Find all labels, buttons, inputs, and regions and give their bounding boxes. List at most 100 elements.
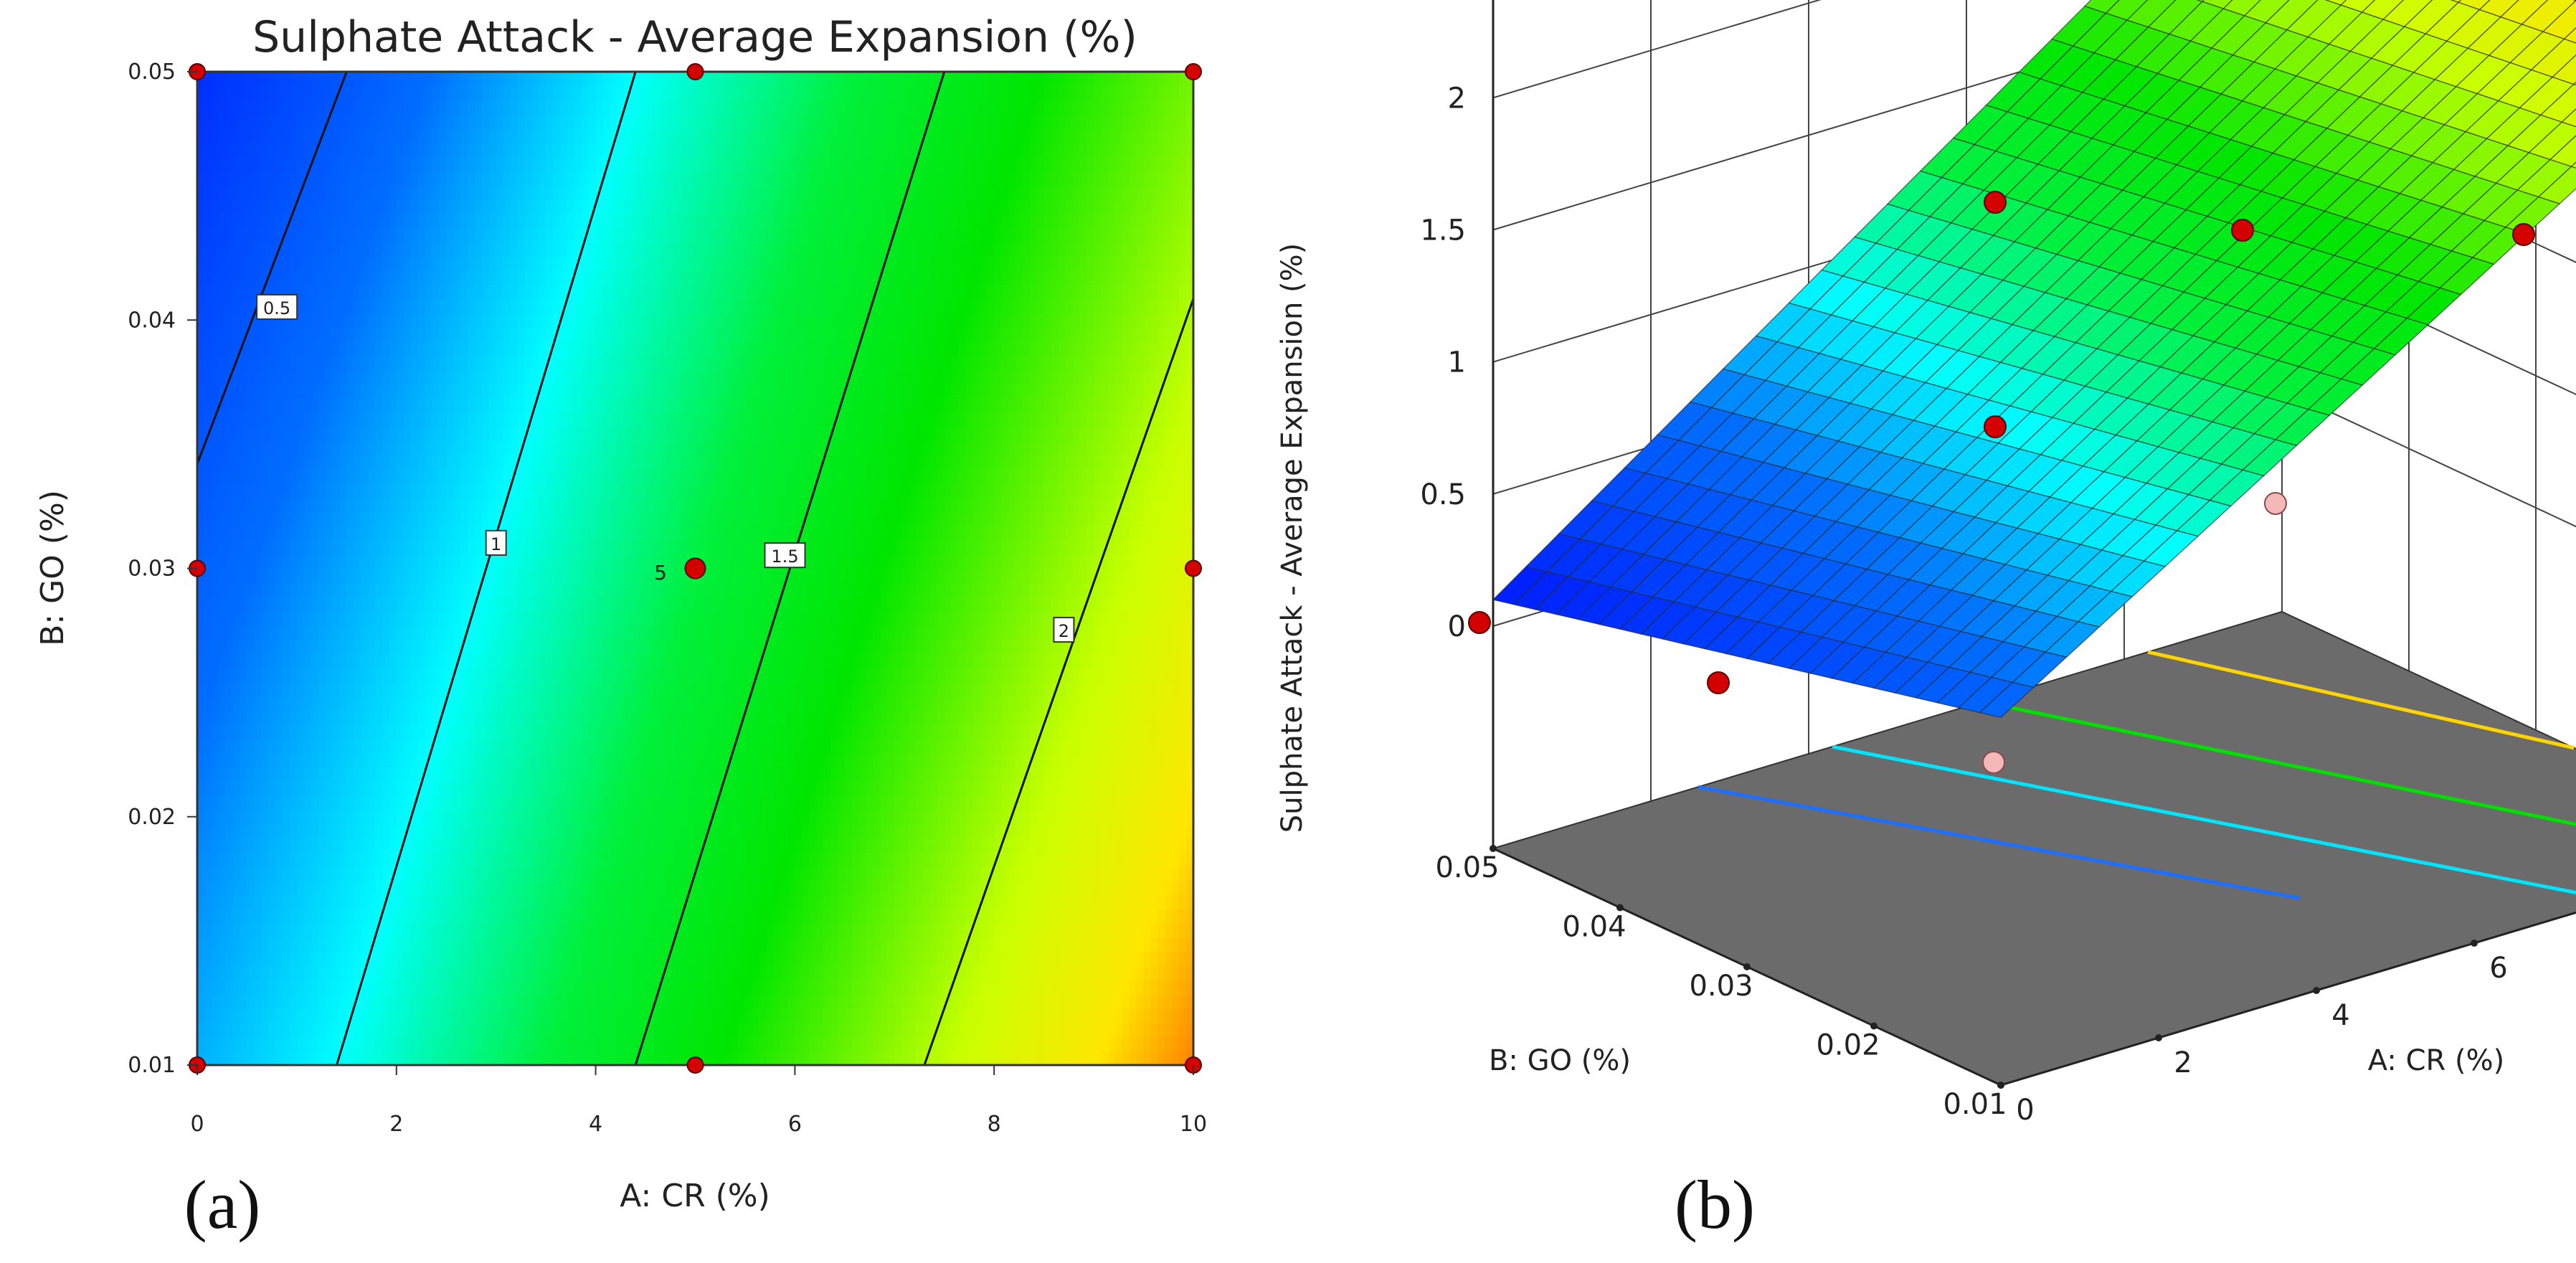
heatmap-cell — [1107, 852, 1116, 867]
heatmap-cell — [204, 951, 212, 967]
heatmap-cell — [275, 937, 283, 952]
heatmap-cell — [922, 795, 931, 810]
heatmap-cell — [346, 710, 355, 725]
heatmap-cell — [681, 653, 689, 668]
heatmap-cell — [254, 668, 262, 683]
heatmap-cell — [652, 1008, 660, 1023]
heatmap-cell — [546, 1022, 554, 1038]
contour-chart-title: Sulphate Attack - Average Expansion (%) — [252, 12, 1137, 62]
heatmap-cell — [809, 937, 817, 952]
heatmap-cell — [1065, 852, 1074, 867]
heatmap-cell — [1001, 852, 1009, 867]
heatmap-cell — [916, 980, 924, 995]
heatmap-cell — [1172, 994, 1180, 1009]
heatmap-cell — [787, 965, 796, 981]
heatmap-cell — [638, 610, 646, 626]
heatmap-cell — [731, 894, 739, 910]
heatmap-cell — [311, 1036, 319, 1052]
heatmap-cell — [396, 937, 404, 952]
heatmap-cell — [1051, 696, 1059, 711]
heatmap-cell — [880, 752, 889, 768]
heatmap-cell — [1101, 951, 1109, 967]
heatmap-cell — [439, 1022, 448, 1038]
heatmap-cell — [844, 880, 853, 896]
heatmap-cell — [937, 668, 945, 683]
heatmap-cell — [574, 639, 582, 655]
heatmap-cell — [332, 724, 341, 739]
heatmap-cell — [289, 752, 298, 768]
heatmap-cell — [595, 937, 604, 952]
heatmap-cell — [844, 568, 853, 584]
heatmap-cell — [275, 681, 283, 697]
heatmap-cell — [1015, 994, 1023, 1009]
heatmap-cell — [546, 838, 554, 853]
heatmap-cell — [645, 681, 653, 697]
heatmap-cell — [339, 668, 348, 683]
heatmap-cell — [240, 639, 248, 655]
heatmap-cell — [965, 568, 974, 584]
heatmap-cell — [211, 965, 219, 981]
heatmap-cell — [517, 994, 526, 1009]
heatmap-cell — [688, 696, 696, 711]
heatmap-cell — [425, 994, 433, 1009]
heatmap-cell — [261, 838, 270, 853]
heatmap-cell — [1001, 909, 1009, 924]
heatmap-cell — [311, 795, 319, 810]
heatmap-cell — [759, 909, 767, 924]
heatmap-cell — [559, 724, 568, 739]
heatmap-cell — [559, 994, 568, 1009]
heatmap-cell — [1065, 681, 1074, 697]
heatmap-cell — [716, 795, 724, 810]
heatmap-cell — [481, 681, 490, 697]
heatmap-cell — [481, 994, 490, 1009]
heatmap-cell — [759, 838, 767, 853]
heatmap-cell — [851, 582, 860, 597]
heatmap-cell — [937, 965, 945, 981]
heatmap-cell — [1079, 923, 1087, 938]
heatmap-cell — [197, 781, 205, 796]
heatmap-cell — [837, 653, 846, 668]
heatmap-cell — [595, 880, 604, 896]
heatmap-cell — [1186, 582, 1193, 597]
heatmap-cell — [325, 781, 333, 796]
heatmap-cell — [1065, 710, 1074, 725]
heatmap-cell — [588, 880, 597, 896]
heatmap-cell — [1101, 582, 1109, 597]
heatmap-cell — [766, 852, 775, 867]
heatmap-cell — [211, 951, 219, 967]
heatmap-cell — [795, 809, 803, 825]
heatmap-cell — [1101, 795, 1109, 810]
heatmap-cell — [303, 554, 312, 569]
heatmap-cell — [453, 965, 461, 981]
heatmap-cell — [858, 738, 867, 754]
heatmap-cell — [425, 681, 433, 697]
heatmap-cell — [346, 852, 355, 867]
heatmap-cell — [581, 880, 589, 896]
heatmap-cell — [1022, 823, 1031, 839]
heatmap-cell — [1086, 696, 1094, 711]
heatmap-cell — [254, 738, 262, 754]
heatmap-cell — [460, 965, 468, 981]
heatmap-cell — [738, 724, 746, 739]
heatmap-cell — [546, 965, 554, 981]
heatmap-cell — [951, 894, 960, 910]
heatmap-cell — [688, 610, 696, 626]
heatmap-cell — [1114, 994, 1123, 1009]
heatmap-cell — [709, 965, 718, 981]
heatmap-cell — [368, 639, 376, 655]
heatmap-cell — [844, 582, 853, 597]
heatmap-cell — [830, 767, 838, 782]
heatmap-cell — [851, 823, 860, 839]
heatmap-cell — [332, 852, 341, 867]
heatmap-cell — [752, 923, 760, 938]
heatmap-cell — [510, 724, 518, 739]
heatmap-cell — [283, 809, 290, 825]
heatmap-cell — [1114, 653, 1123, 668]
heatmap-cell — [1157, 937, 1166, 952]
heatmap-cell — [916, 696, 924, 711]
heatmap-cell — [474, 1036, 483, 1052]
heatmap-cell — [638, 639, 646, 655]
heatmap-cell — [1022, 781, 1031, 796]
heatmap-cell — [1129, 951, 1137, 967]
heatmap-cell — [559, 568, 568, 584]
